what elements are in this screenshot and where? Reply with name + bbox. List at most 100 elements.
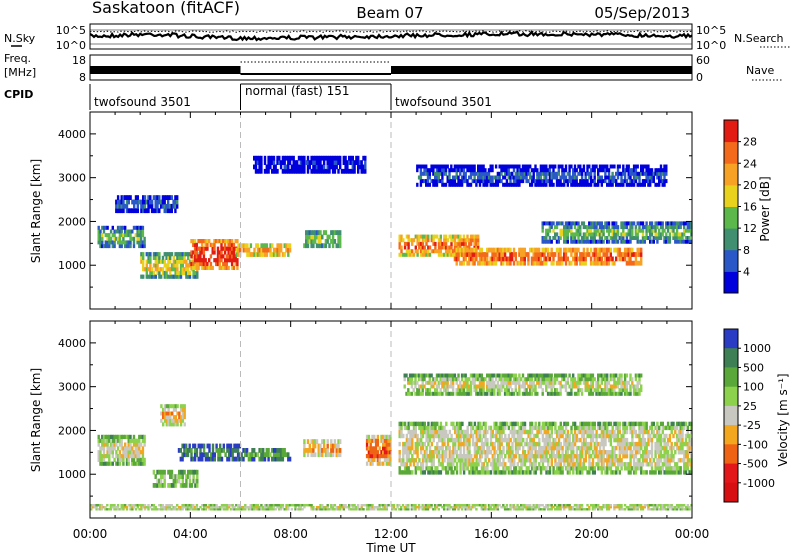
echo-cell [452, 470, 455, 475]
echo-cell [500, 454, 503, 459]
echo-cell [579, 256, 582, 262]
echo-cell [537, 247, 541, 253]
echo-cell [398, 458, 401, 463]
echo-cell [418, 241, 421, 246]
echo-cell [163, 418, 167, 423]
echo-cell [539, 175, 543, 180]
echo-cell [193, 448, 197, 453]
echo-cell [374, 438, 378, 443]
echo-cell [486, 462, 489, 467]
echo-cell [113, 446, 116, 451]
echo-cell [258, 168, 261, 174]
echo-cell [462, 234, 466, 239]
echo-cell [99, 454, 102, 459]
echo-cell [566, 221, 569, 226]
echo-cell [435, 388, 439, 393]
echo-cell [443, 182, 446, 187]
echo-cell [615, 454, 618, 459]
echo-cell [466, 433, 469, 439]
echo-cell [520, 247, 523, 253]
echo-cell [206, 246, 209, 251]
echo-cell [588, 164, 591, 169]
echo-cell [305, 160, 308, 165]
echo-cell [475, 458, 478, 463]
echo-cell [530, 380, 534, 385]
echo-cell [143, 236, 146, 241]
echo-cell [402, 458, 405, 463]
echo-cell [645, 445, 648, 451]
echo-cell [666, 466, 670, 471]
echo-cell [525, 470, 528, 475]
echo-cell [597, 228, 600, 233]
echo-cell [211, 448, 215, 453]
echo-cell [455, 241, 458, 246]
echo-cell [288, 155, 292, 161]
echo-cell [145, 267, 148, 272]
echo-cell [607, 175, 611, 180]
echo-cell [556, 462, 559, 467]
echo-cell [568, 433, 571, 439]
echo-cell [640, 164, 643, 169]
echo-cell [161, 195, 165, 200]
echo-cell [167, 418, 170, 423]
echo-cell [176, 418, 179, 423]
echo-cell [330, 443, 333, 449]
echo-cell [193, 242, 197, 247]
echo-cell [604, 168, 607, 173]
echo-cell [527, 171, 530, 176]
echo-cell [468, 249, 471, 254]
echo-cell [521, 260, 525, 266]
echo-cell [686, 236, 689, 240]
echo-cell [125, 461, 129, 466]
echo-cell [502, 384, 505, 389]
echo-cell [287, 164, 290, 170]
echo-cell [538, 462, 541, 467]
echo-cell [192, 270, 195, 276]
echo-cell [246, 252, 249, 257]
echo-cell [452, 462, 455, 467]
echo-cell [690, 228, 693, 233]
echo-cell [579, 228, 582, 233]
echo-cell [437, 458, 441, 463]
echo-cell [315, 160, 319, 165]
echo-cell [462, 260, 466, 266]
echo-cell [138, 461, 141, 466]
echo-cell [489, 373, 492, 378]
echo-cell [106, 450, 109, 455]
echo-cell [514, 175, 517, 180]
echo-cell [416, 450, 419, 455]
echo-cell [586, 179, 589, 184]
echo-cell [522, 425, 525, 431]
echo-cell [690, 239, 693, 244]
echo-cell [199, 254, 202, 259]
echo-cell [611, 232, 614, 237]
echo-cell [649, 225, 652, 230]
echo-cell [564, 236, 568, 240]
echo-cell [260, 448, 263, 453]
echo-cell [101, 446, 104, 451]
echo-cell [448, 429, 451, 435]
echo-cell [607, 228, 611, 233]
echo-cell [229, 250, 232, 255]
echo-cell [466, 238, 469, 243]
echo-cell [308, 230, 311, 235]
echo-cell [568, 466, 571, 471]
echo-cell [455, 454, 459, 459]
echo-cell [622, 441, 625, 447]
echo-cell [457, 234, 460, 239]
echo-cell [590, 454, 593, 459]
echo-cell [417, 373, 421, 378]
echo-cell [419, 241, 423, 246]
echo-cell [468, 377, 471, 382]
echo-cell [457, 256, 460, 262]
echo-cell [536, 466, 539, 471]
echo-cell [444, 384, 448, 389]
echo-cell [634, 466, 638, 471]
echo-cell [609, 470, 613, 475]
echo-cell [570, 441, 573, 447]
echo-cell [459, 437, 462, 443]
echo-cell [179, 255, 183, 260]
echo-cell [690, 462, 693, 467]
echo-cell [419, 384, 423, 389]
echo-cell [228, 443, 231, 449]
